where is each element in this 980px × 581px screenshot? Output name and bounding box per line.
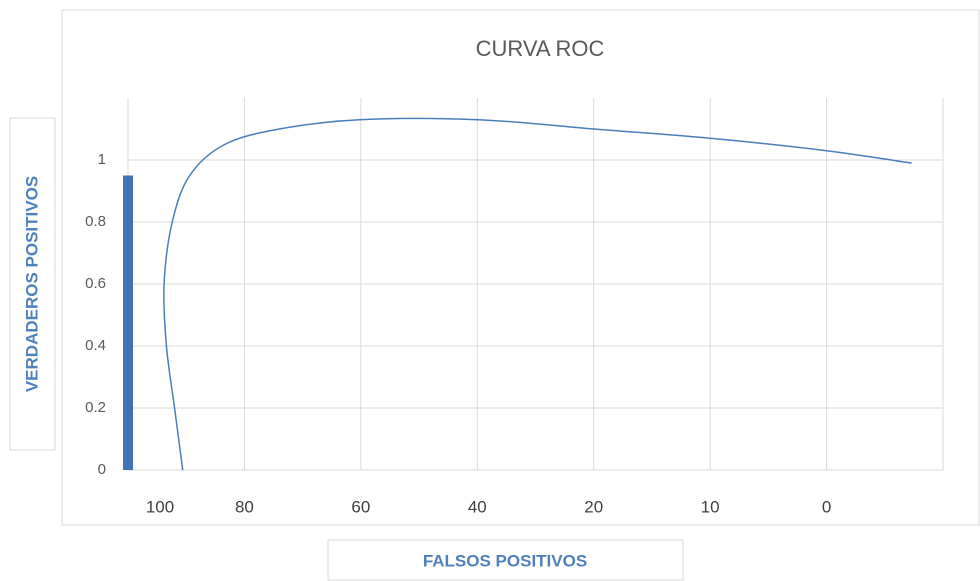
x-tick-label: 10 <box>701 497 720 516</box>
chart-frame <box>61 9 980 526</box>
x-tick-label: 60 <box>351 497 370 516</box>
y-axis-label: VERDADEROS POSITIVOS <box>22 176 41 392</box>
y-tick-label: 0.2 <box>85 399 106 416</box>
x-tick-label: 80 <box>235 497 254 516</box>
x-axis-label: FALSOS POSITIVOS <box>423 551 587 570</box>
x-tick-label: 20 <box>584 497 603 516</box>
y-tick-label: 0.8 <box>85 213 106 230</box>
roc-curve <box>163 117 912 471</box>
y-tick-label: 0.4 <box>85 337 106 354</box>
y-tick-label: 0 <box>98 461 106 478</box>
x-tick-label: 100 <box>146 497 174 516</box>
y-label-box <box>9 117 56 451</box>
x-label-box <box>327 539 684 581</box>
x-tick-label: 0 <box>822 497 831 516</box>
chart-title: CURVA ROC <box>476 36 605 61</box>
x-tick-label: 40 <box>468 497 487 516</box>
y-tick-label: 0.6 <box>85 275 106 292</box>
bar <box>123 175 133 470</box>
y-tick-label: 1 <box>98 151 106 168</box>
